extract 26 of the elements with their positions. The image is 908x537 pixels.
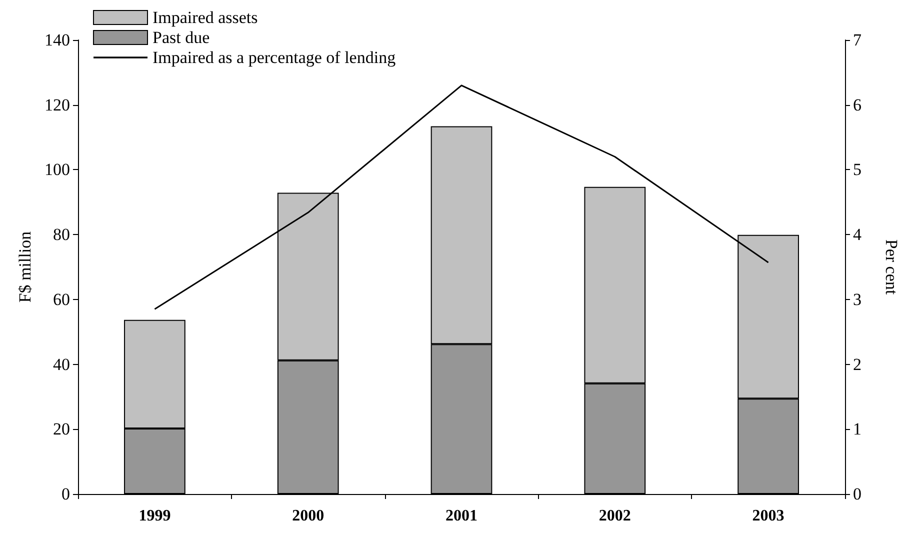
x-tick-label: 2000	[292, 508, 324, 524]
y-tick-label: 40	[53, 354, 70, 374]
y2-tick-label: 3	[853, 290, 862, 309]
y-tick-label: 20	[53, 420, 70, 439]
legend-label: Impaired as a percentage of lending	[152, 48, 396, 67]
y-axis-title: F$ million	[16, 230, 35, 303]
y2-tick-label: 7	[853, 30, 862, 50]
y2-tick-label: 1	[853, 420, 862, 439]
y-tick-label: 0	[62, 484, 70, 504]
x-tick-label: 2001	[446, 508, 478, 524]
y-tick-label: 140	[44, 30, 70, 50]
legend-label: Impaired assets	[152, 8, 258, 27]
x-tick-label: 2003	[752, 508, 784, 524]
y2-tick-label: 2	[853, 354, 862, 374]
y-tick-label: 60	[53, 290, 70, 309]
y2-tick-label: 5	[853, 160, 862, 180]
y-tick-label: 80	[53, 225, 70, 244]
legend-label: Past due	[152, 28, 210, 47]
y2-axis-title: Per cent	[882, 239, 901, 295]
x-tick-label: 2002	[598, 508, 631, 524]
y-tick-label: 100	[44, 160, 70, 180]
x-tick-label: 1999	[138, 508, 171, 524]
y2-tick-label: 6	[853, 95, 862, 114]
y2-tick-label: 4	[853, 225, 862, 244]
y2-tick-label: 0	[853, 484, 862, 504]
y-tick-label: 120	[44, 95, 70, 114]
